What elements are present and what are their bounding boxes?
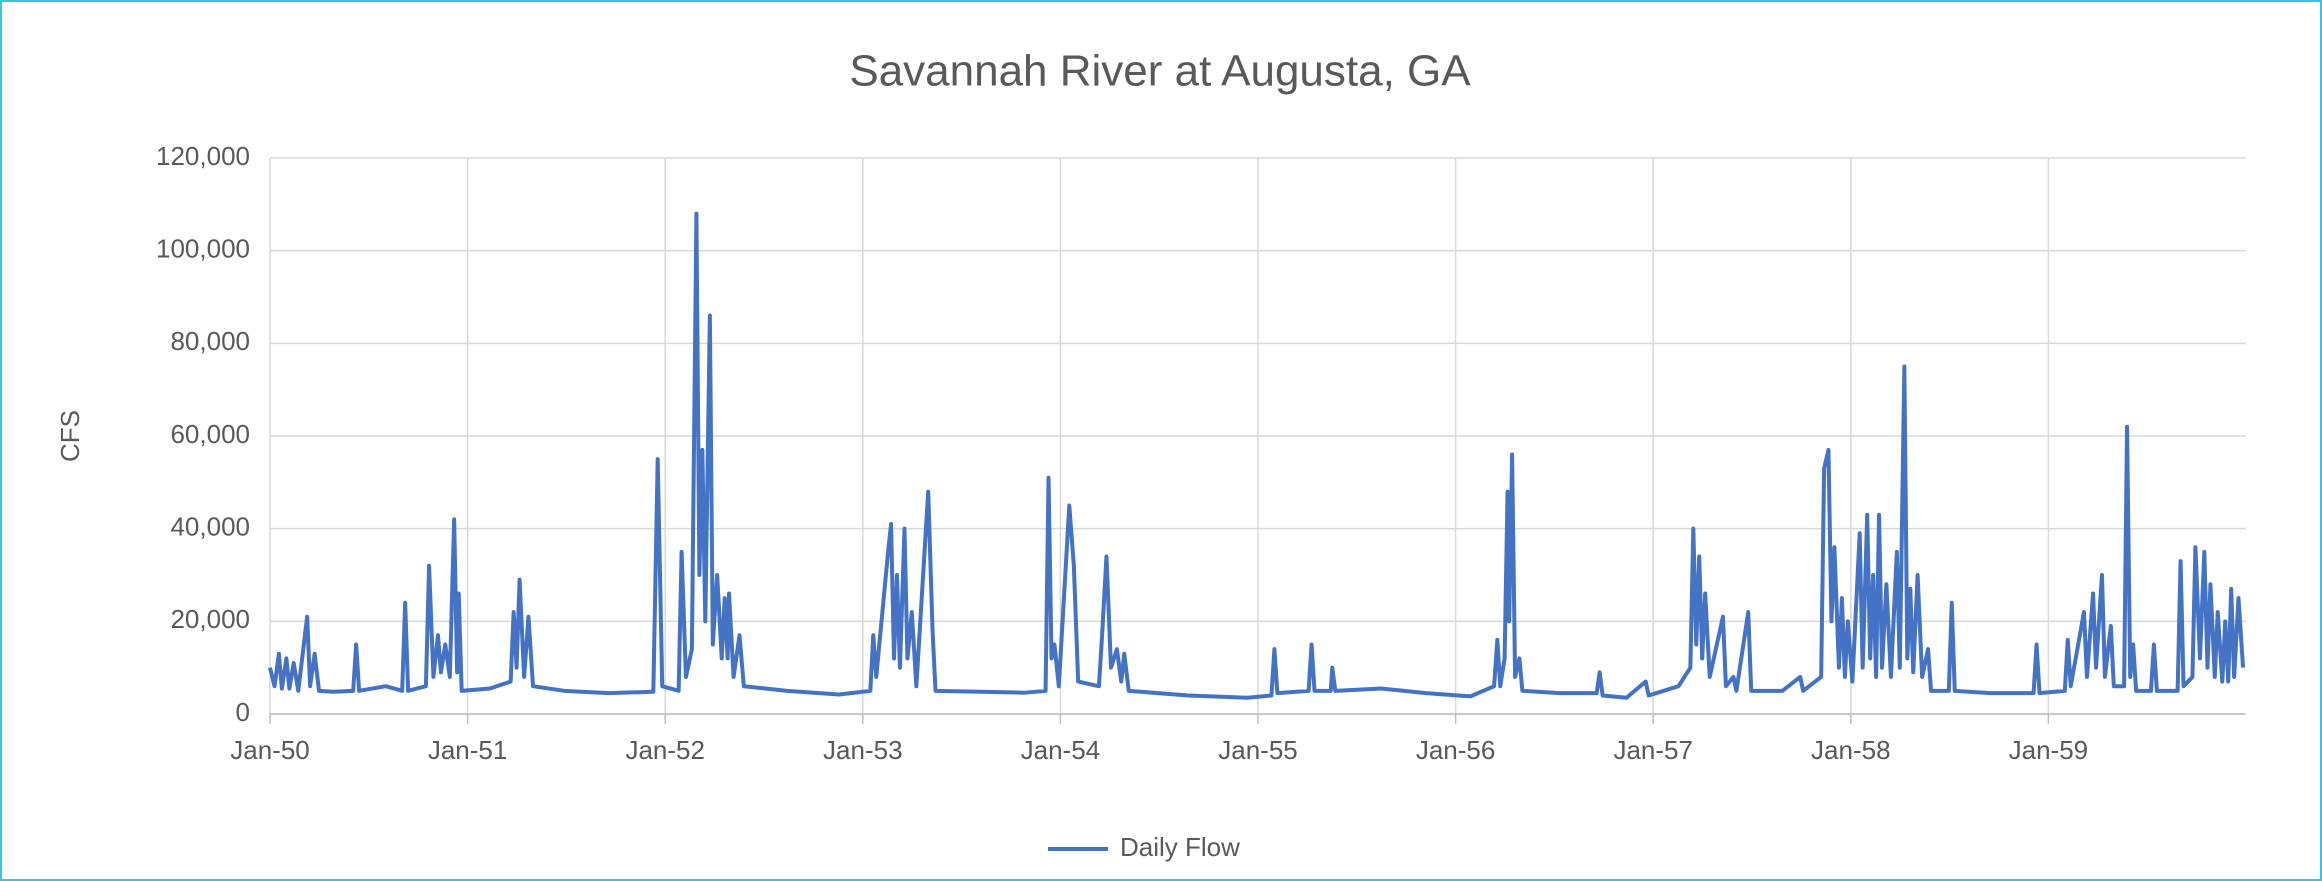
legend-label: Daily Flow xyxy=(1120,832,1240,862)
flow-line xyxy=(268,211,2246,700)
x-tick-label: Jan-52 xyxy=(625,735,705,765)
y-tick-label: 120,000 xyxy=(156,141,250,171)
x-tick-label: Jan-59 xyxy=(2009,735,2089,765)
y-tick-label: 20,000 xyxy=(170,604,250,634)
y-tick-label: 100,000 xyxy=(156,234,250,264)
chart-title: Savannah River at Augusta, GA xyxy=(849,47,1471,96)
y-tick-label: 80,000 xyxy=(170,326,250,356)
x-tick-label: Jan-58 xyxy=(1811,735,1891,765)
x-tick-label: Jan-55 xyxy=(1218,735,1298,765)
y-tick-label: 40,000 xyxy=(170,512,250,542)
x-tick-label: Jan-53 xyxy=(823,735,903,765)
y-tick-label: 60,000 xyxy=(170,419,250,449)
y-tick-label: 0 xyxy=(236,697,250,727)
x-tick-label: Jan-50 xyxy=(230,735,310,765)
y-axis-label: CFS xyxy=(55,410,85,462)
x-tick-label: Jan-51 xyxy=(428,735,508,765)
x-tick-label: Jan-57 xyxy=(1613,735,1693,765)
x-tick-label: Jan-54 xyxy=(1021,735,1101,765)
x-tick-label: Jan-56 xyxy=(1416,735,1496,765)
